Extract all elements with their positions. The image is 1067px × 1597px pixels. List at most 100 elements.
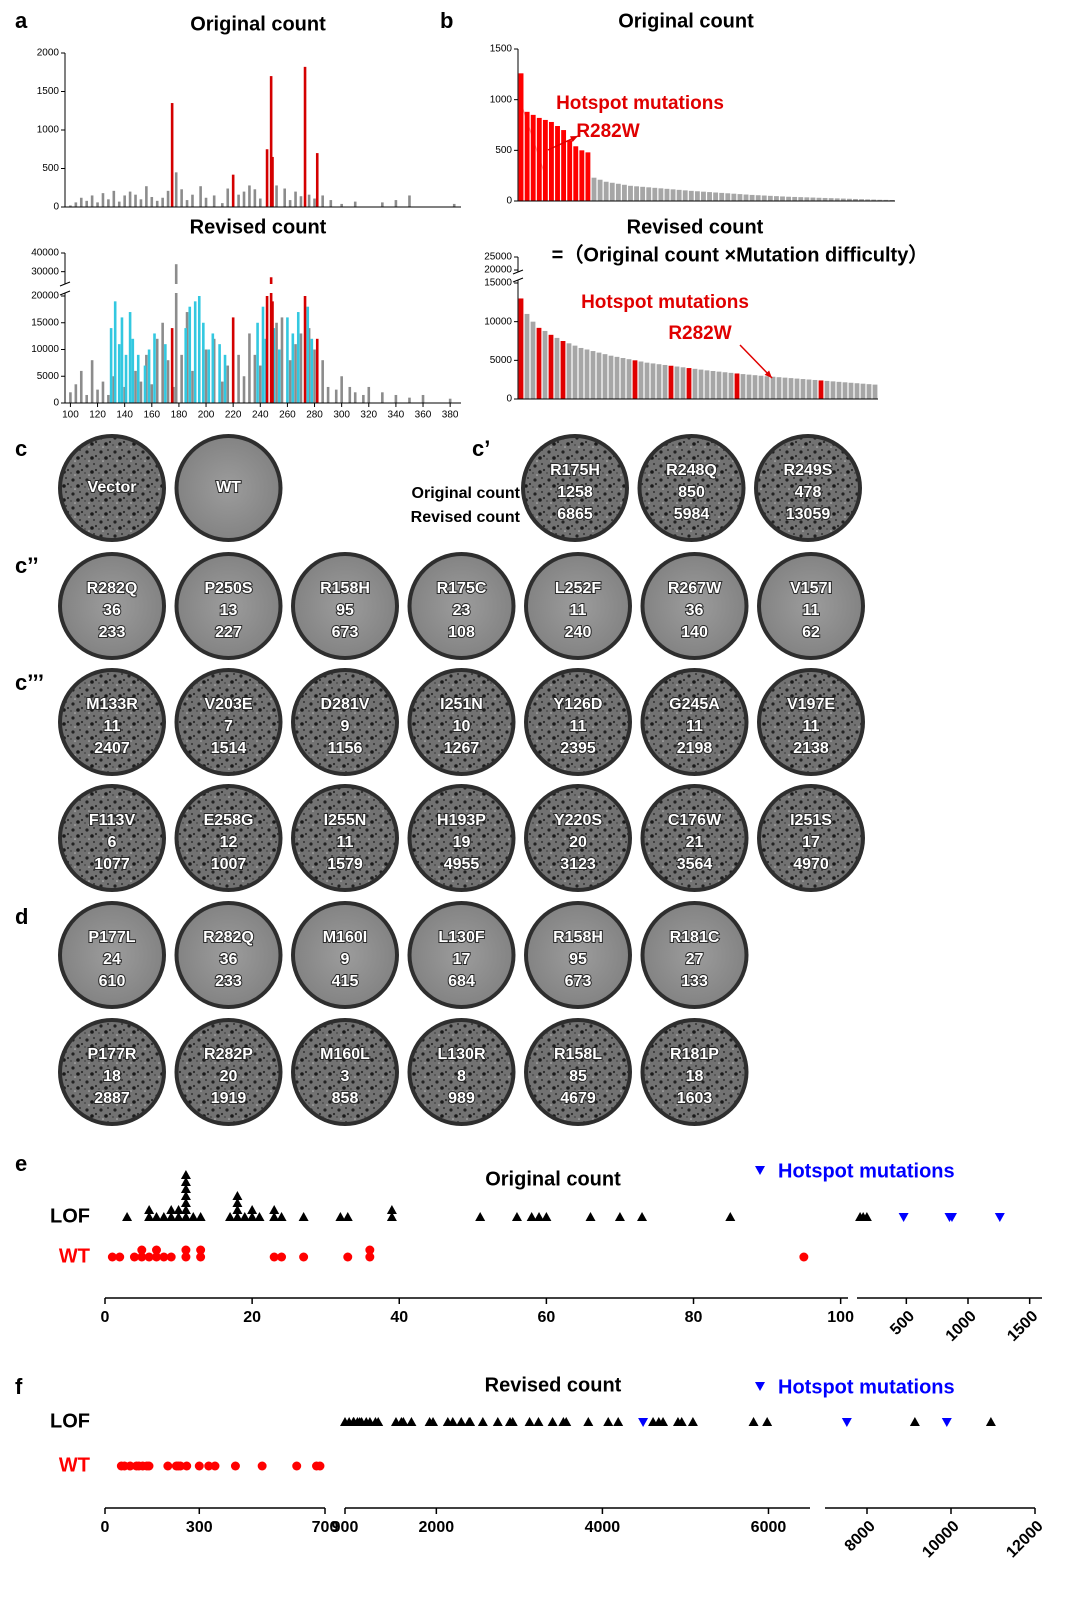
- x-tick-label: 0: [101, 1309, 110, 1326]
- x-tick-label: 300: [333, 410, 350, 421]
- bar: [194, 301, 197, 403]
- panel-label: f: [15, 1374, 23, 1399]
- bar: [837, 382, 842, 399]
- axis-break: [519, 272, 881, 280]
- point: [181, 1246, 190, 1255]
- bar: [729, 373, 734, 399]
- revised-count: 1603: [677, 1090, 713, 1107]
- original-count: 36: [220, 951, 238, 968]
- y-tick-label: 2000: [37, 48, 60, 59]
- revised-count: 4955: [444, 856, 480, 873]
- bar: [316, 153, 319, 207]
- bar: [254, 355, 257, 403]
- plate-name: R282Q: [203, 929, 254, 946]
- y-tick-label: 1000: [37, 125, 60, 136]
- bar: [804, 197, 809, 201]
- bar: [525, 314, 530, 399]
- point: [387, 1205, 397, 1214]
- bar: [256, 323, 259, 403]
- bar: [579, 150, 584, 201]
- bar: [671, 189, 676, 201]
- bar: [294, 192, 297, 207]
- bar: [747, 375, 752, 399]
- row-label: Revised count: [411, 509, 521, 526]
- bar: [262, 307, 265, 403]
- revised-count: 1267: [444, 740, 480, 757]
- bar: [813, 380, 818, 399]
- bar: [283, 189, 286, 207]
- plate-name: C176W: [668, 812, 722, 829]
- bar: [537, 328, 542, 399]
- bar: [422, 395, 425, 403]
- bar: [573, 146, 578, 201]
- revised-count: 108: [448, 624, 475, 641]
- bar: [226, 366, 229, 403]
- bar: [627, 359, 632, 399]
- x-tick-label: 20: [243, 1309, 261, 1326]
- plate-name: P250S: [204, 580, 252, 597]
- bar: [628, 186, 633, 201]
- bar: [243, 192, 246, 207]
- revised-count: 2395: [560, 740, 596, 757]
- bar: [175, 172, 178, 207]
- bar: [132, 339, 135, 403]
- bar: [849, 383, 854, 399]
- revised-count: 5984: [674, 506, 710, 523]
- bar: [717, 372, 722, 399]
- revised-count: 2198: [677, 740, 713, 757]
- point: [456, 1417, 466, 1426]
- bar: [555, 126, 560, 201]
- plate-name: R248Q: [666, 462, 717, 479]
- point: [725, 1212, 735, 1221]
- bar: [873, 385, 878, 399]
- point: [343, 1253, 352, 1262]
- bar: [783, 378, 788, 399]
- bar: [640, 187, 645, 201]
- bar: [756, 195, 761, 201]
- bar: [634, 186, 639, 201]
- bar: [774, 196, 779, 201]
- bar: [810, 198, 815, 201]
- x-tick-label: 60: [537, 1309, 555, 1326]
- bar: [693, 369, 698, 399]
- plate-name: R158L: [554, 1046, 602, 1063]
- original-count: 8: [457, 1068, 466, 1085]
- plate-name: V197E: [787, 696, 835, 713]
- bar: [232, 175, 235, 207]
- bar: [286, 317, 289, 403]
- revised-count: 1514: [211, 740, 247, 757]
- plate-name: R282P: [204, 1046, 253, 1063]
- revised-count: 1579: [327, 856, 363, 873]
- point: [942, 1418, 952, 1427]
- plate-name: R175C: [437, 580, 487, 597]
- bar: [330, 200, 333, 207]
- bar: [134, 371, 137, 403]
- point: [995, 1213, 1005, 1222]
- plate-name: G245A: [669, 696, 720, 713]
- bar: [705, 370, 710, 399]
- bar: [248, 333, 251, 403]
- point: [247, 1205, 257, 1214]
- bar: [102, 382, 105, 403]
- bar: [321, 195, 324, 207]
- original-count: 3: [341, 1068, 350, 1085]
- panel-label: a: [15, 8, 28, 33]
- row-label: WT: [59, 1454, 90, 1476]
- revised-count: 2887: [94, 1090, 130, 1107]
- row-label: WT: [59, 1245, 90, 1267]
- y-tick-label: 20000: [31, 291, 59, 302]
- original-count: 12: [220, 834, 238, 851]
- x-tick-label: 6000: [751, 1519, 787, 1536]
- bar: [597, 353, 602, 399]
- revised-count: 233: [215, 973, 242, 990]
- bar: [381, 202, 384, 207]
- revised-count: 673: [565, 973, 592, 990]
- plate-name: M133R: [86, 696, 138, 713]
- bar: [598, 180, 603, 201]
- original-count: 11: [803, 602, 820, 619]
- bar: [180, 189, 183, 207]
- point: [493, 1417, 503, 1426]
- bar: [148, 350, 151, 404]
- plate-name: H193P: [437, 812, 486, 829]
- point: [613, 1417, 623, 1426]
